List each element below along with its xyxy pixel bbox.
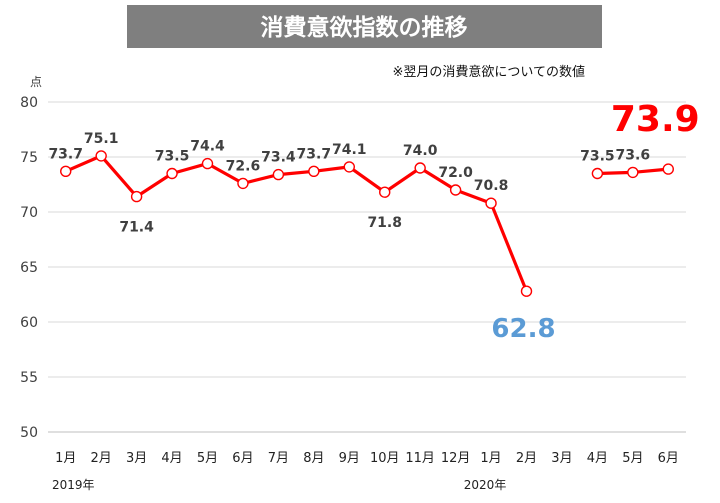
data-label: 75.1 [84,131,119,147]
x-tick-label: 2月 [516,451,537,466]
y-tick-label: 55 [20,370,38,386]
data-label: 73.4 [261,150,296,166]
title-banner [127,5,602,48]
data-point [237,177,249,190]
x-tick-label: 8月 [303,451,324,466]
y-tick-label: 70 [20,205,38,221]
x-tick-label: 1月 [480,451,501,466]
series-markers [60,150,674,297]
data-point [449,184,462,196]
series-line-segment-0 [65,154,528,292]
chart-note: ※翌月の消費意欲についての数値 [392,64,585,80]
x-axis-labels: 1月 2月 3月 4月 5月 6月 7月 8月 9月 10月 11月 12月 1月 2月 3月 4月 5月 6月 2… [52,451,679,492]
data-point [166,167,178,180]
data-label: 73.5 [155,149,190,165]
x-tick-label: 5月 [197,451,218,466]
data-label: 71.8 [367,215,402,231]
y-tick-label: 65 [20,260,38,276]
x-tick-label: 10月 [370,451,400,466]
data-point [520,285,533,297]
data-label: 73.7 [48,146,83,162]
grid-lines [48,101,686,433]
data-point [272,168,285,181]
y-axis-ticks: 80 75 70 65 60 55 50 [20,95,38,441]
data-label: 72.6 [226,158,261,174]
data-label: 71.4 [119,220,154,236]
data-point [379,186,391,198]
data-label: 74.4 [190,139,225,155]
data-point [662,163,674,175]
x-tick-label: 6月 [658,451,679,466]
y-tick-label: 50 [20,425,38,441]
data-point [591,167,604,180]
data-label: 74.0 [403,143,438,159]
y-tick-label: 75 [20,150,38,166]
data-label-lowest: 62.8 [491,314,555,344]
x-tick-label: 3月 [551,451,572,466]
data-point [60,165,72,178]
data-point [308,165,320,178]
y-axis-unit-label: 点 [30,75,42,89]
year-label-2019: 2019年 [52,478,95,492]
data-label: 73.7 [297,146,332,162]
x-tick-label: 7月 [268,451,289,466]
data-point [201,157,214,170]
year-label-2020: 2020年 [464,478,507,492]
data-label: 73.5 [580,149,615,165]
data-point [627,166,639,179]
data-point [95,150,107,162]
x-tick-label: 4月 [161,451,182,466]
data-label-latest: 73.9 [611,99,700,140]
x-tick-label: 12月 [441,451,471,466]
data-label: 73.6 [616,147,651,163]
x-tick-label: 4月 [587,451,608,466]
y-tick-label: 60 [20,315,38,331]
data-label: 70.8 [474,178,509,194]
data-labels: 73.775.171.473.574.472.673.4 73.7 74.171.8… [48,99,699,344]
data-label: 74.1 [332,142,367,158]
x-tick-label: 11月 [405,451,435,466]
data-label: 72.0 [438,165,473,181]
x-tick-label: 2月 [91,451,112,466]
y-tick-label: 80 [20,95,38,111]
data-point [414,162,426,174]
chart-title: 消費意欲指数の推移 [261,14,468,41]
data-point [130,190,143,203]
x-tick-label: 1月 [55,451,76,466]
x-tick-label: 3月 [126,451,147,466]
x-tick-label: 6月 [232,451,253,466]
x-tick-label: 9月 [339,451,360,466]
data-point [485,197,497,209]
x-tick-label: 5月 [622,451,643,466]
data-point [343,161,355,173]
